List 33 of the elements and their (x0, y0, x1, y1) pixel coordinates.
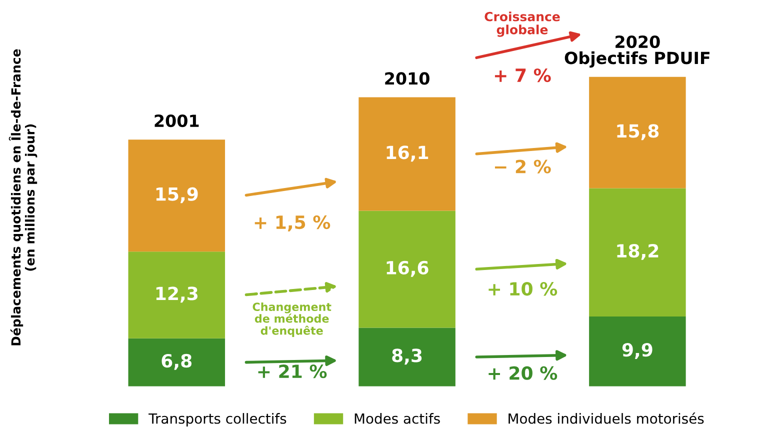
bar (589, 188, 686, 317)
annotation: Changement de méthode d'enquête (252, 302, 332, 337)
data-label: 15,9 (156, 187, 198, 204)
bar (128, 338, 226, 386)
data-label: 6,8 (162, 354, 192, 370)
annotation: + 7 % (494, 68, 551, 82)
annotation: + 1,5 % (254, 215, 330, 232)
data-label: 8,3 (392, 348, 422, 365)
data-label: 16,6 (386, 260, 428, 277)
annotation: − 2 % (494, 160, 551, 174)
bar (589, 76, 686, 188)
bar (358, 97, 456, 211)
bar (589, 316, 686, 386)
legend-label: Modes individuels motorisés (508, 412, 704, 424)
x-tick-label: 2001 (154, 114, 199, 128)
legend-label: Modes actifs (354, 413, 440, 424)
x-tick-label: 2010 (385, 72, 430, 85)
data-label: 15,8 (617, 124, 659, 140)
bar (358, 210, 456, 328)
text: Croissance globale (484, 12, 560, 37)
annotation: + 20 % (488, 366, 558, 380)
bar (128, 140, 226, 252)
bar (128, 252, 226, 338)
data-label: 9,9 (622, 343, 652, 359)
data-label: 18,2 (617, 244, 658, 260)
data-label: 12,3 (156, 286, 198, 303)
annotation: + 10 % (488, 282, 558, 296)
x-tick-label: 2020 Objectifs PDUIF (564, 35, 710, 68)
bar (358, 328, 456, 386)
annotation: + 21 % (258, 364, 327, 378)
legend-label: Transports collectifs (148, 413, 286, 426)
data-label: 16,1 (386, 146, 428, 162)
y-axis-title: Déplacements quotidiens en Île-de-France (en millions par jour) (8, 49, 38, 346)
